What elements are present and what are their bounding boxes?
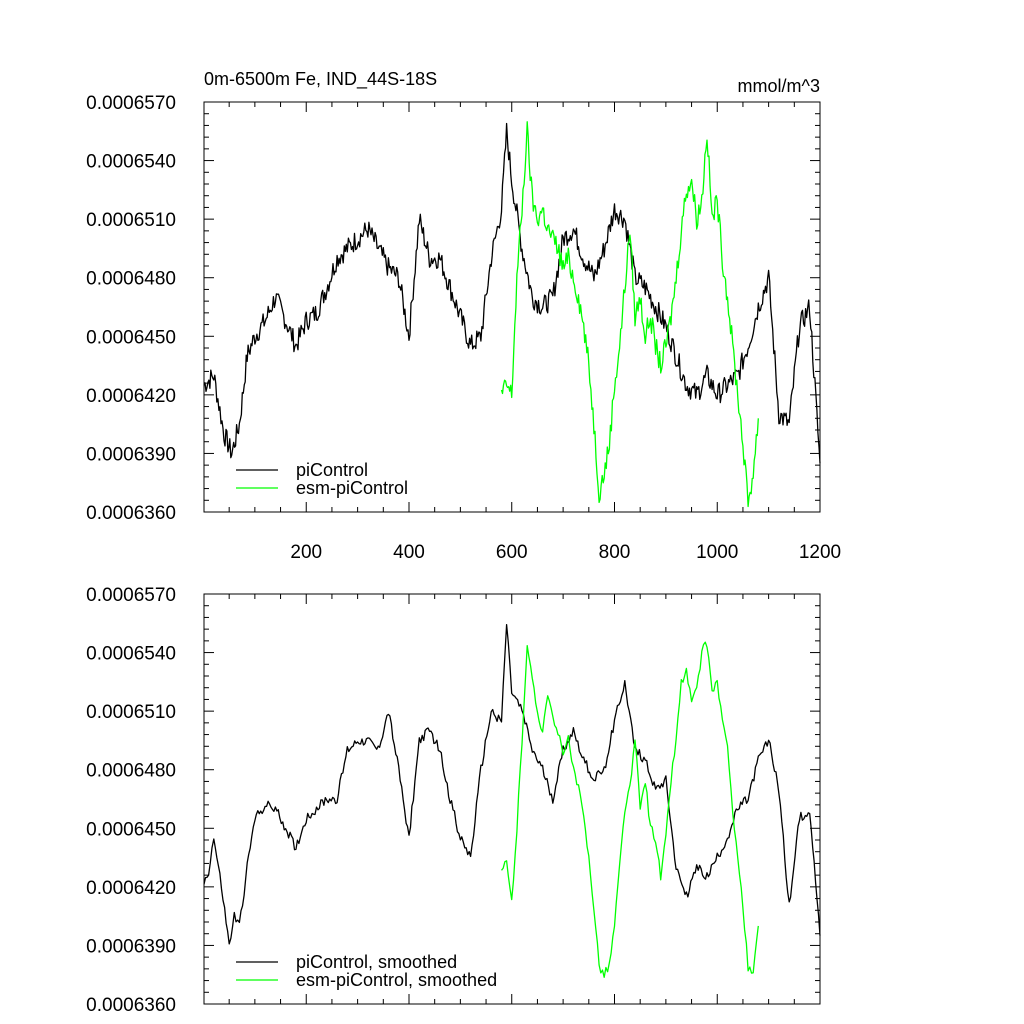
series-line-esm-picontrol <box>500 121 759 508</box>
units-label: mmol/m^3 <box>738 76 820 96</box>
y-tick-label: 0.0006540 <box>86 152 176 173</box>
y-tick-label: 0.0006420 <box>86 878 176 899</box>
top-panel: 0m-6500m Fe, IND_44S-18S mmol/m^3 0.0006… <box>86 69 841 563</box>
top-panel-title: 0m-6500m Fe, IND_44S-18S <box>204 69 437 90</box>
x-tick-label: 1000 <box>696 542 738 563</box>
y-tick-label: 0.0006360 <box>86 503 176 524</box>
x-tick-label: 1200 <box>799 542 841 563</box>
bottom-plot-area: 0.0006360 0.0006390 0.0006420 0.0006450 0.00… <box>86 585 821 1016</box>
x-tick-label: 400 <box>393 542 425 563</box>
y-tick-label: 0.0006390 <box>86 444 176 465</box>
y-tick-label: 0.0006450 <box>86 819 176 840</box>
y-tick-label: 0.0006540 <box>86 644 176 665</box>
x-tick-label: 200 <box>290 542 322 563</box>
y-tick-label: 0.0006510 <box>86 210 176 231</box>
legend-label: esm-piControl <box>296 478 408 498</box>
y-tick-label: 0.0006570 <box>86 585 176 606</box>
top-plot-area: 0.0006360 0.0006390 0.0006420 0.0006450 0.00… <box>86 93 841 563</box>
y-tick-label: 0.0006510 <box>86 702 176 723</box>
x-tick-label: 800 <box>599 542 631 563</box>
x-tick-label: 600 <box>496 542 528 563</box>
plot-frame <box>203 593 821 1005</box>
legend-label: piControl <box>296 460 368 480</box>
y-tick-label: 0.0006360 <box>86 995 176 1016</box>
legend-label: esm-piControl, smoothed <box>296 970 497 990</box>
series-line-esm-picontrol <box>500 641 759 978</box>
y-tick-label: 0.0006390 <box>86 936 176 957</box>
y-tick-label: 0.0006450 <box>86 327 176 348</box>
y-tick-label: 0.0006570 <box>86 93 176 114</box>
legend-label: piControl, smoothed <box>296 952 457 972</box>
series-line-picontrol <box>203 122 821 464</box>
y-tick-label: 0.0006480 <box>86 761 176 782</box>
y-tick-label: 0.0006420 <box>86 386 176 407</box>
bottom-panel: 0.0006360 0.0006390 0.0006420 0.0006450 0.00… <box>86 585 821 1016</box>
series-line-picontrol <box>203 624 821 945</box>
y-tick-label: 0.0006480 <box>86 269 176 290</box>
